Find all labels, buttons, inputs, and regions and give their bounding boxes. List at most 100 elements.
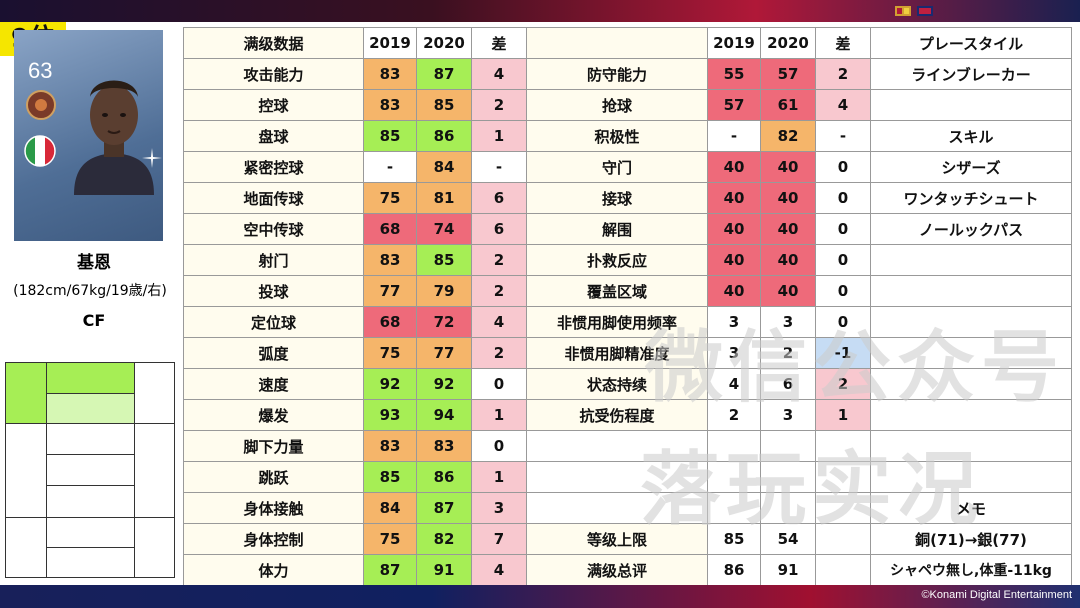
stat-label: 非惯用脚精准度	[526, 337, 708, 369]
table-row: 控球 83 85 2 抢球 57 61 4	[183, 89, 1072, 121]
stat-label: 速度	[183, 368, 364, 400]
memo-line: 銅(71)→銀(77)	[870, 523, 1072, 555]
stat-2020: 6	[760, 368, 816, 400]
stat-2020: 3	[760, 399, 816, 431]
position-cell-ss	[46, 393, 135, 424]
table-row: 空中传球 68 74 6 解围 40 40 0 ノールックパス	[183, 213, 1072, 245]
year-2020-header: 2020	[760, 27, 816, 59]
overall-rating: 63	[28, 58, 53, 83]
diff-header: 差	[471, 27, 527, 59]
stat-label: 地面传球	[183, 182, 364, 214]
club-badge-icon	[26, 90, 56, 120]
stat-diff: 2	[471, 337, 527, 369]
stat-diff: -	[471, 151, 527, 183]
table-row: 定位球 68 72 4 非惯用脚使用频率 3 3 0	[183, 306, 1072, 338]
stat-2020: 57	[760, 58, 816, 90]
table-row: 脚下力量 83 83 0	[183, 430, 1072, 462]
table-row: 盘球 85 86 1 积极性 - 82 - スキル	[183, 120, 1072, 152]
stat-2020: 86	[416, 120, 472, 152]
stat-diff: 0	[815, 182, 871, 214]
stat-2019: 4	[707, 368, 761, 400]
stat-2019: 40	[707, 213, 761, 245]
empty-cell	[707, 492, 761, 524]
header-row: 满级数据 2019 2020 差 2019 2020 差 プレースタイル	[183, 27, 1072, 59]
year-2020-header: 2020	[416, 27, 472, 59]
stat-2019: 75	[363, 182, 417, 214]
table-row: 地面传球 75 81 6 接球 40 40 0 ワンタッチシュート	[183, 182, 1072, 214]
stat-2019: 83	[363, 430, 417, 462]
year-2019-header: 2019	[707, 27, 761, 59]
diff-header: 差	[815, 27, 871, 59]
stat-2020: 40	[760, 213, 816, 245]
copyright-text: ©Konami Digital Entertainment	[921, 589, 1072, 601]
stat-2020: 91	[416, 554, 472, 586]
stat-2020: 72	[416, 306, 472, 338]
stat-2020: 77	[416, 337, 472, 369]
stat-2019: 3	[707, 337, 761, 369]
stat-diff: 2	[471, 275, 527, 307]
stat-2020: 2	[760, 337, 816, 369]
stat-label: 爆发	[183, 399, 364, 431]
stat-label: 守门	[526, 151, 708, 183]
stat-label: 体力	[183, 554, 364, 586]
stat-2020: 74	[416, 213, 472, 245]
position-cell-lm	[5, 423, 47, 518]
playstyle-blank	[870, 89, 1072, 121]
position-cell-cmf	[46, 454, 135, 486]
position-grid	[5, 362, 175, 578]
player-position: CF	[82, 311, 106, 330]
stat-diff: 2	[815, 368, 871, 400]
stat-label: 非惯用脚使用频率	[526, 306, 708, 338]
stat-2020: 86	[416, 461, 472, 493]
left-title-header: 满级数据	[183, 27, 364, 59]
stat-diff: 6	[471, 213, 527, 245]
memo-line: シャペウ無し,体重-11kg	[870, 554, 1072, 586]
playstyle-header: プレースタイル	[870, 27, 1072, 59]
stat-2020: 82	[416, 523, 472, 555]
position-cell-gk	[46, 547, 135, 578]
stat-diff: 0	[815, 306, 871, 338]
table-row: 投球 77 79 2 覆盖区域 40 40 0	[183, 275, 1072, 307]
stat-diff: -	[815, 120, 871, 152]
stat-label: 身体接触	[183, 492, 364, 524]
skill-header: スキル	[870, 120, 1072, 152]
sparkle-icon	[142, 148, 162, 168]
stat-2019: 40	[707, 275, 761, 307]
stat-2019: 40	[707, 182, 761, 214]
table-row: 弧度 75 77 2 非惯用脚精准度 3 2 -1	[183, 337, 1072, 369]
summary-2019: 86	[707, 554, 761, 586]
skill-blank	[870, 275, 1072, 307]
stat-diff: 0	[815, 151, 871, 183]
summary-label: 满级总评	[526, 554, 708, 586]
skill-blank	[870, 337, 1072, 369]
stat-label: 状态持续	[526, 368, 708, 400]
stat-2019: -	[363, 151, 417, 183]
stats-table: 满级数据 2019 2020 差 2019 2020 差 プレースタイル 攻击能…	[183, 27, 1072, 586]
player-card: 63	[14, 30, 163, 241]
stat-2019: -	[707, 120, 761, 152]
stat-diff: 1	[471, 461, 527, 493]
year-2019-header: 2019	[363, 27, 417, 59]
skill-blank	[870, 461, 1072, 493]
position-cell-cb	[46, 517, 135, 548]
empty-cell	[760, 461, 816, 493]
summary-2019: 85	[707, 523, 761, 555]
stat-diff: 1	[471, 399, 527, 431]
stat-2019: 40	[707, 151, 761, 183]
stat-2020: 40	[760, 182, 816, 214]
skill-item: シザーズ	[870, 151, 1072, 183]
stat-2019: 85	[363, 461, 417, 493]
stat-2020: 3	[760, 306, 816, 338]
stat-2019: 83	[363, 58, 417, 90]
empty-cell	[526, 492, 708, 524]
table-row: 速度 92 92 0 状态持续 4 6 2	[183, 368, 1072, 400]
top-banner	[0, 0, 1080, 22]
stat-2019: 83	[363, 89, 417, 121]
stat-2020: 40	[760, 244, 816, 276]
table-row: 射门 83 85 2 扑救反应 40 40 0	[183, 244, 1072, 276]
stat-2019: 83	[363, 244, 417, 276]
position-cell-rb	[134, 517, 175, 578]
empty-cell	[815, 461, 871, 493]
italy-flag-icon	[24, 135, 56, 167]
stat-2020: 94	[416, 399, 472, 431]
